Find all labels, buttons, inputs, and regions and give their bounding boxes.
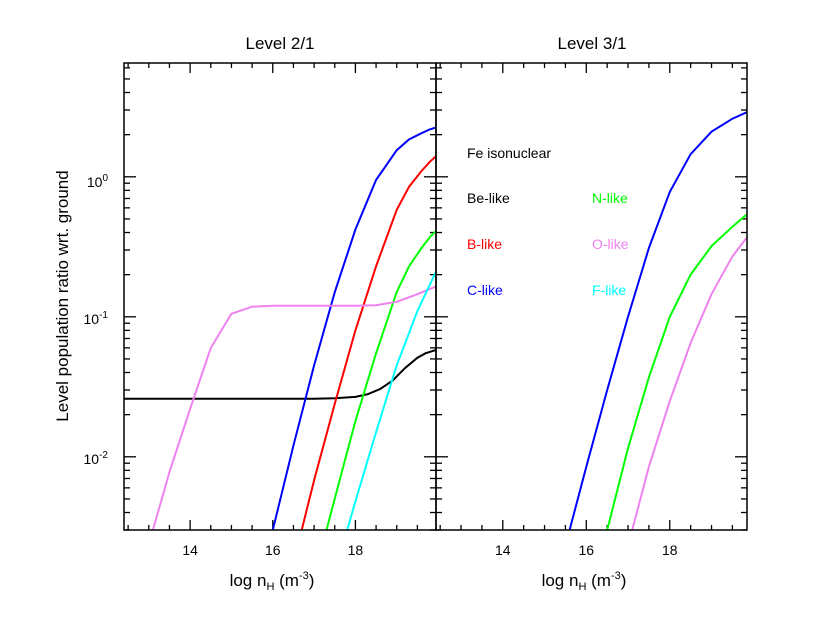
series-c-like-line [568, 111, 747, 530]
x-label-sup: -3 [299, 570, 309, 582]
y-tick-label: 100 [87, 173, 109, 190]
series-o-like-line [631, 236, 747, 530]
panel-right-title: Level 3/1 [558, 34, 627, 53]
y-tick-label: 10-1 [84, 310, 109, 327]
x-label-sub: H [578, 581, 586, 593]
x-tick-label: 18 [348, 542, 364, 558]
x-axis-label-left: log nH (m-3) [230, 570, 315, 593]
panel-right-frame [435, 62, 748, 531]
x-tick-label: 14 [495, 542, 511, 558]
x-label-open: (m [274, 571, 299, 590]
series-o-like-line [151, 285, 436, 530]
legend-item-be-like: Be-like [467, 190, 510, 206]
x-tick-label: 16 [265, 542, 281, 558]
x-tick-label: 16 [578, 542, 594, 558]
x-label-main: log n [230, 571, 267, 590]
legend-item-o-like: O-like [592, 236, 629, 252]
panel-left-frame [123, 62, 437, 531]
x-label-sup: -3 [611, 570, 621, 582]
x-tick-label: 18 [662, 542, 678, 558]
legend-item-c-like: C-like [467, 282, 503, 298]
series-be-like-line [124, 348, 436, 400]
series-f-like-line [346, 271, 436, 530]
panel-left-title: Level 2/1 [246, 34, 315, 53]
x-label-sub: H [266, 581, 274, 593]
y-axis-label: Level population ratio wrt. ground [53, 170, 72, 421]
legend-item-n-like: N-like [592, 190, 628, 206]
x-tick-label: 14 [182, 542, 198, 558]
series-c-like-line [271, 126, 436, 530]
y-tick-label: 10-2 [84, 450, 109, 467]
x-label-main: log n [542, 571, 579, 590]
x-axis-label-right: log nH (m-3) [542, 570, 627, 593]
x-label-open: (m [586, 571, 611, 590]
series-n-like-line [606, 213, 747, 530]
legend-item-b-like: B-like [467, 236, 502, 252]
x-label-close: ) [621, 571, 627, 590]
x-label-close: ) [309, 571, 315, 590]
legend-item-f-like: F-like [592, 282, 626, 298]
legend-heading: Fe isonuclear [467, 145, 551, 161]
series-b-like-line [300, 155, 436, 530]
series-n-like-line [325, 230, 436, 530]
